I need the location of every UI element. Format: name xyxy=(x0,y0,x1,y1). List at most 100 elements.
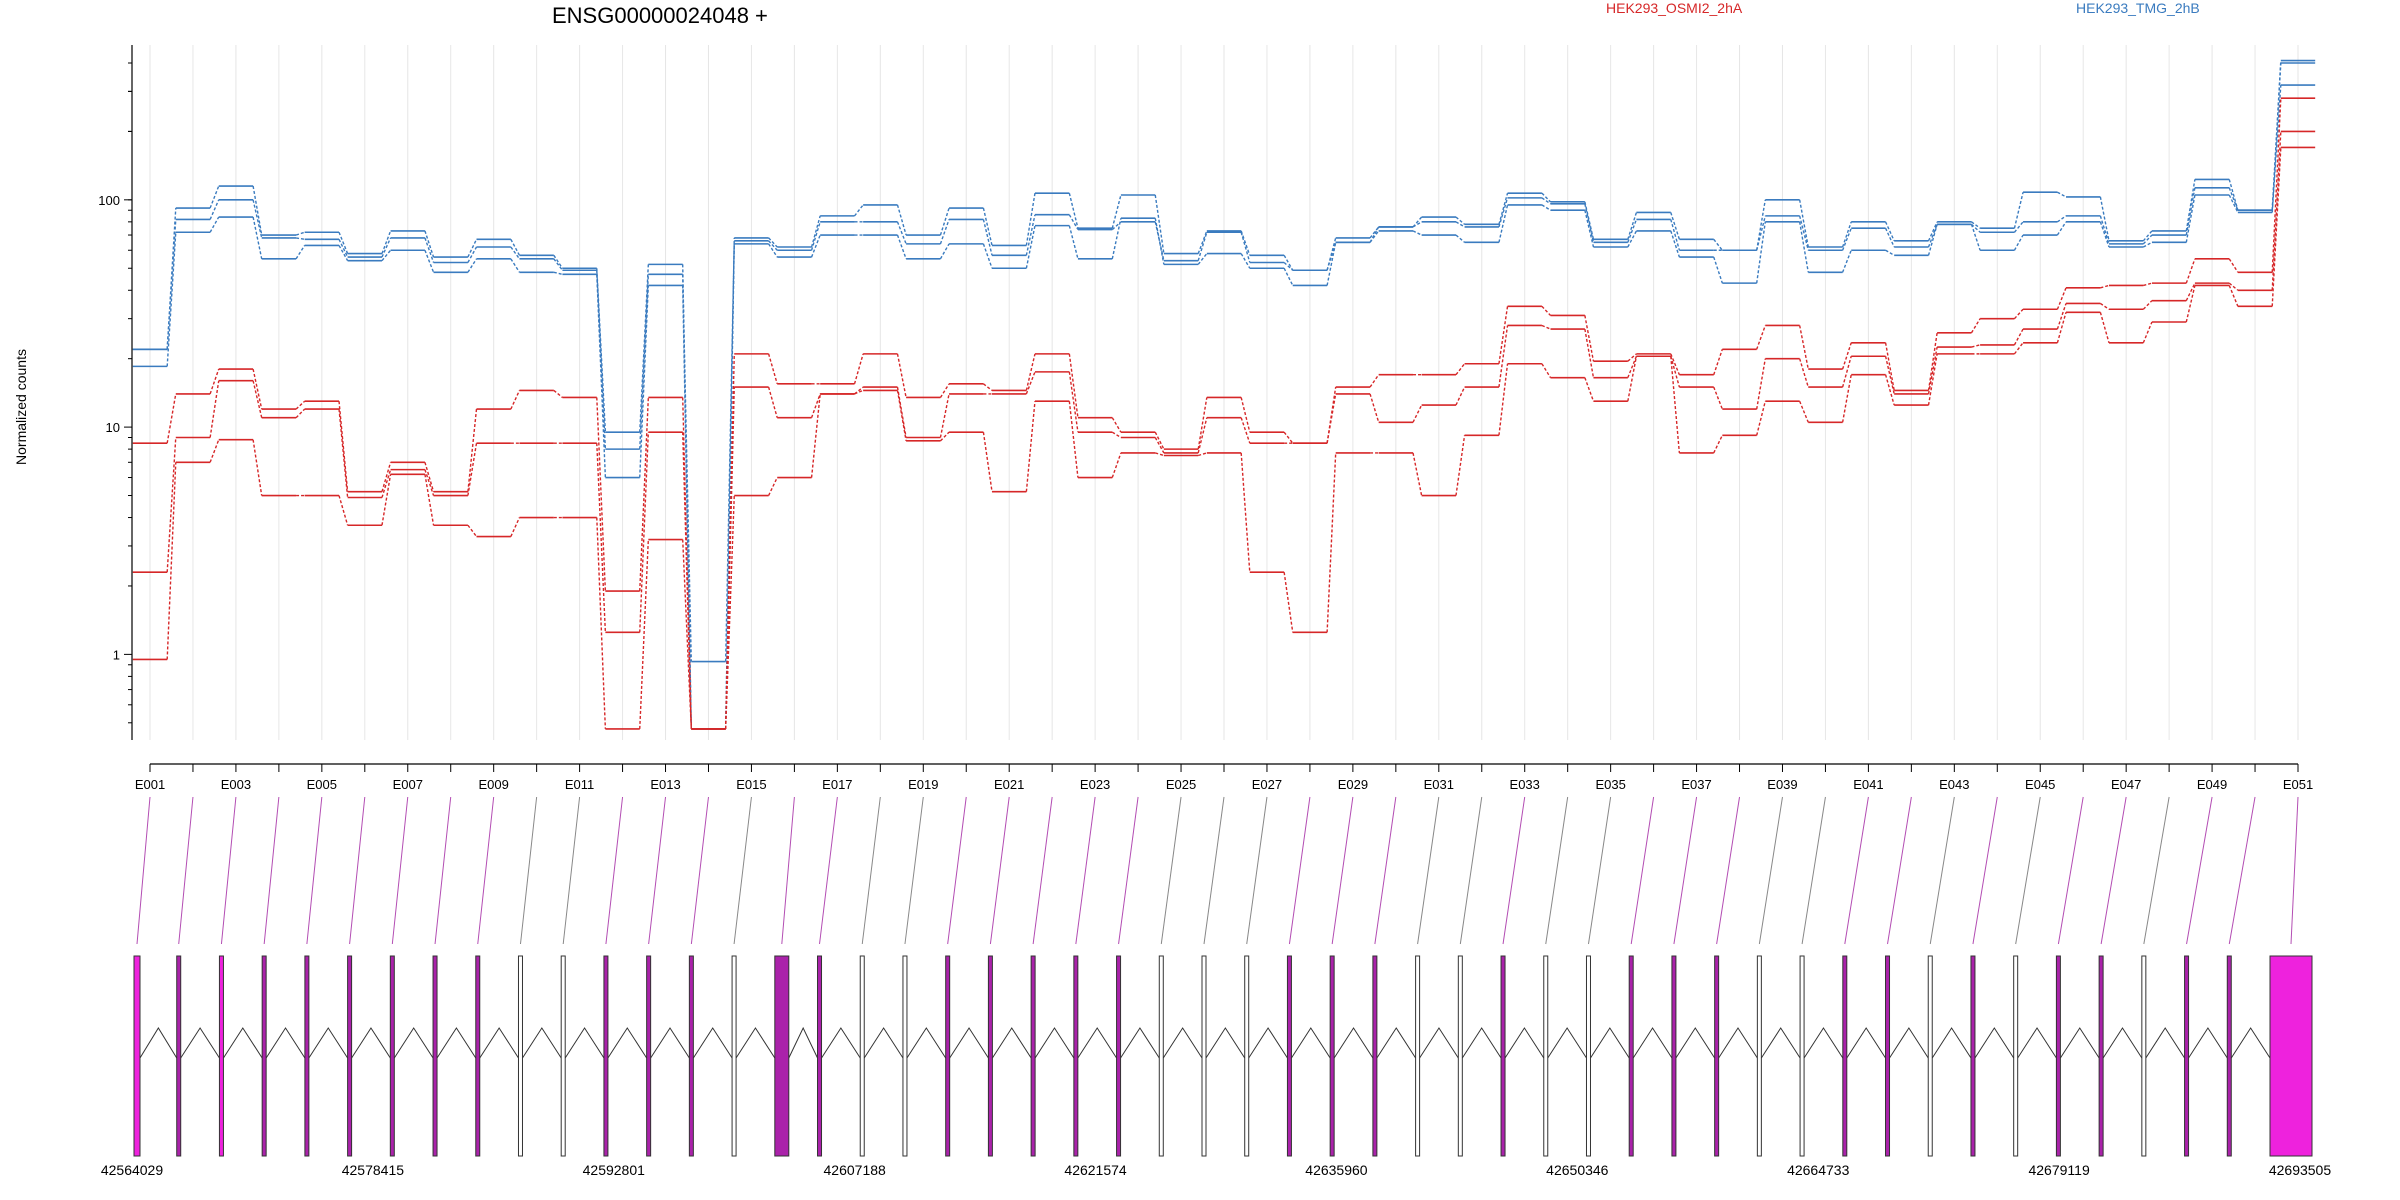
series-connector xyxy=(2056,287,2067,310)
series-connector xyxy=(2271,147,2282,307)
series-connector xyxy=(1541,324,1551,330)
x-tick-label: E039 xyxy=(1767,777,1797,792)
exon-connector xyxy=(1075,796,1096,945)
intron xyxy=(650,1027,690,1059)
series-connector xyxy=(2185,282,2196,301)
exon-connector xyxy=(1459,796,1483,945)
exon-connector xyxy=(1545,796,1569,945)
y-tick-label: 10 xyxy=(106,420,120,435)
intron xyxy=(1205,1027,1246,1059)
exon-connector xyxy=(648,796,667,945)
series-connector xyxy=(209,439,220,463)
series-connector xyxy=(1670,230,1681,258)
series-connector xyxy=(1025,353,1036,391)
exon-connector xyxy=(1673,796,1698,945)
series-connector xyxy=(2185,285,2196,323)
series-connector xyxy=(1756,401,1766,436)
intron xyxy=(1248,1027,1288,1059)
x-tick-label: E001 xyxy=(135,777,165,792)
genomic-coordinates: 42564029 42578415 42592801 42607188 42621574… xyxy=(101,1162,2332,1178)
series-connector xyxy=(252,216,263,259)
series-connector xyxy=(424,469,435,496)
series-connector xyxy=(810,393,821,478)
series-connector xyxy=(1240,417,1251,444)
series-connector xyxy=(982,383,993,391)
coordinate-label: 42650346 xyxy=(1546,1162,1609,1178)
series-connector xyxy=(1240,232,1251,263)
series-connector xyxy=(209,199,220,220)
x-tick-label: E037 xyxy=(1681,777,1711,792)
series-connector xyxy=(553,389,563,399)
series-connector xyxy=(1885,249,1895,256)
series-connector xyxy=(639,285,650,478)
series-connector xyxy=(2013,308,2024,320)
series-connector xyxy=(982,432,993,492)
series-connector xyxy=(467,239,478,258)
series-connector xyxy=(2271,84,2282,213)
series-connector xyxy=(2057,191,2067,198)
series-connector xyxy=(682,274,692,662)
exon-block xyxy=(1927,955,1933,1157)
series-connector xyxy=(2099,215,2110,245)
series-connector xyxy=(1111,218,1122,259)
exon-connector xyxy=(1374,796,1397,945)
series-connector xyxy=(1841,374,1852,423)
series-connector xyxy=(1970,318,1981,334)
series-connector xyxy=(2013,342,2024,355)
series-connector xyxy=(1068,401,1079,478)
exon-block xyxy=(1756,955,1762,1157)
series-connector xyxy=(252,439,263,496)
series-connector xyxy=(1412,404,1423,423)
series-connector xyxy=(2271,62,2282,211)
exon-connector xyxy=(136,796,151,945)
exon-block xyxy=(731,955,737,1157)
y-tick-label: 1 xyxy=(113,647,120,662)
intron xyxy=(863,1027,904,1059)
x-tick-label: E045 xyxy=(2025,777,2055,792)
intron xyxy=(1333,1027,1374,1059)
intron xyxy=(2188,1027,2228,1059)
y-axis-label: Normalized counts xyxy=(13,349,29,465)
series-connector xyxy=(1240,397,1251,433)
exon-connector xyxy=(819,796,838,945)
series-connector xyxy=(1584,210,1595,248)
intron xyxy=(991,1027,1032,1059)
series-connector xyxy=(854,389,864,395)
series-connector xyxy=(1369,230,1380,243)
series-connector xyxy=(1326,242,1337,286)
exon-block xyxy=(1842,955,1848,1157)
series-connector xyxy=(1240,452,1251,573)
exon-block xyxy=(304,955,310,1157)
series-connector xyxy=(1541,204,1551,211)
x-tick-label: E027 xyxy=(1252,777,1282,792)
exon-block xyxy=(1799,955,1805,1157)
exon-block xyxy=(2013,955,2019,1157)
series-connector xyxy=(2228,285,2239,307)
series-connector xyxy=(1498,325,1509,388)
series-connector xyxy=(639,539,650,729)
series-connector xyxy=(1111,221,1122,231)
series-connector xyxy=(1670,356,1681,453)
series-connector xyxy=(1025,401,1036,492)
x-tick-label: E041 xyxy=(1853,777,1883,792)
series-connector xyxy=(1670,219,1681,251)
exon-connector xyxy=(220,796,237,945)
series-connector xyxy=(2271,131,2282,291)
series-connector xyxy=(381,237,392,258)
series-connector xyxy=(381,474,392,526)
exon-block xyxy=(945,955,951,1157)
series-connector xyxy=(1154,437,1165,454)
exon-connector xyxy=(1246,796,1268,945)
coordinate-label: 42635960 xyxy=(1305,1162,1368,1178)
series-connector xyxy=(1197,232,1208,261)
exon-block xyxy=(987,955,993,1157)
series-connector xyxy=(553,254,563,269)
series-connector xyxy=(682,539,692,729)
series-connector xyxy=(1111,194,1122,229)
series-connector xyxy=(1841,342,1852,370)
exon-gridlines xyxy=(149,45,2299,740)
x-axis: E001 E003 E005 E007 E009 E011 E013 E015 E017 E019… xyxy=(135,763,2313,792)
exon-connector xyxy=(861,796,881,945)
series-connector xyxy=(1068,353,1079,418)
series-connector xyxy=(1025,225,1036,269)
